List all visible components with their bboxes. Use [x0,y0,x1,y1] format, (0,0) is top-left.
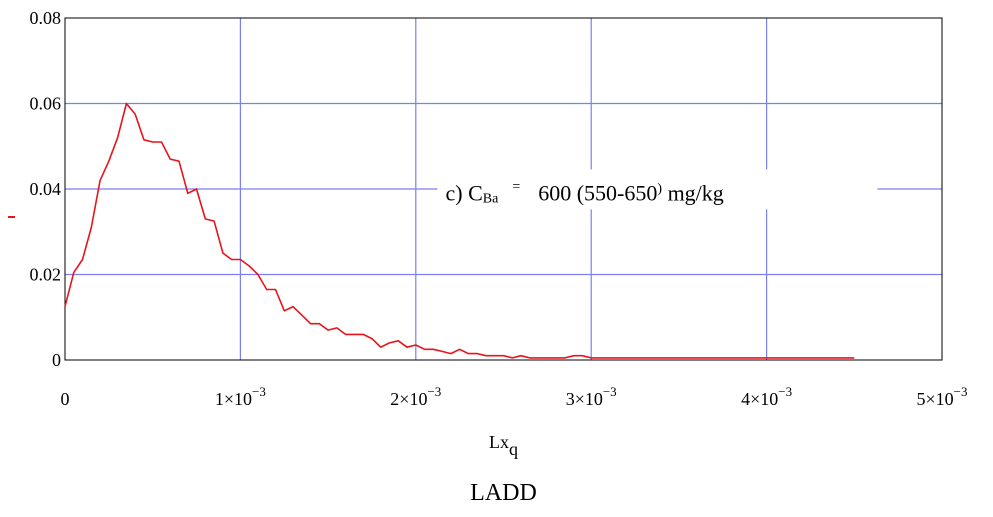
y-tick-label: 0.04 [30,179,62,199]
y-tick-label: 0.08 [30,8,62,28]
x-tick-label: 4×10−3 [741,384,792,409]
series-group [64,102,855,359]
x-tick-label: 2×10−3 [390,384,441,409]
y-tick-label: 0.06 [30,94,62,114]
x-tick-label: 1×10−3 [215,384,266,409]
ylabel-marker [8,216,15,218]
x-tick-label: 5×10−3 [917,384,968,409]
y-axis-ticks: 0 0.02 0.04 0.06 0.08 [30,8,62,370]
x-tick-label: 3×10−3 [566,384,617,409]
y-tick-label: 0.02 [30,265,62,285]
y-tick-label: 0 [52,350,61,370]
chart-caption: LADD [470,480,537,506]
annotation-background [437,169,878,210]
annotation-text: c) CBa= 600 (550-650) mg/kg [446,179,724,206]
plot-frame [64,17,943,361]
annotation-label: c) CBa= 600 (550-650) mg/kg [437,169,878,210]
x-tick-label: 0 [61,389,70,409]
x-axis-ticks: 0 1×10−3 2×10−3 3×10−3 4×10−3 5×10−3 [61,384,968,409]
x-axis-label: Lxq [489,432,518,459]
series-line [64,102,855,359]
